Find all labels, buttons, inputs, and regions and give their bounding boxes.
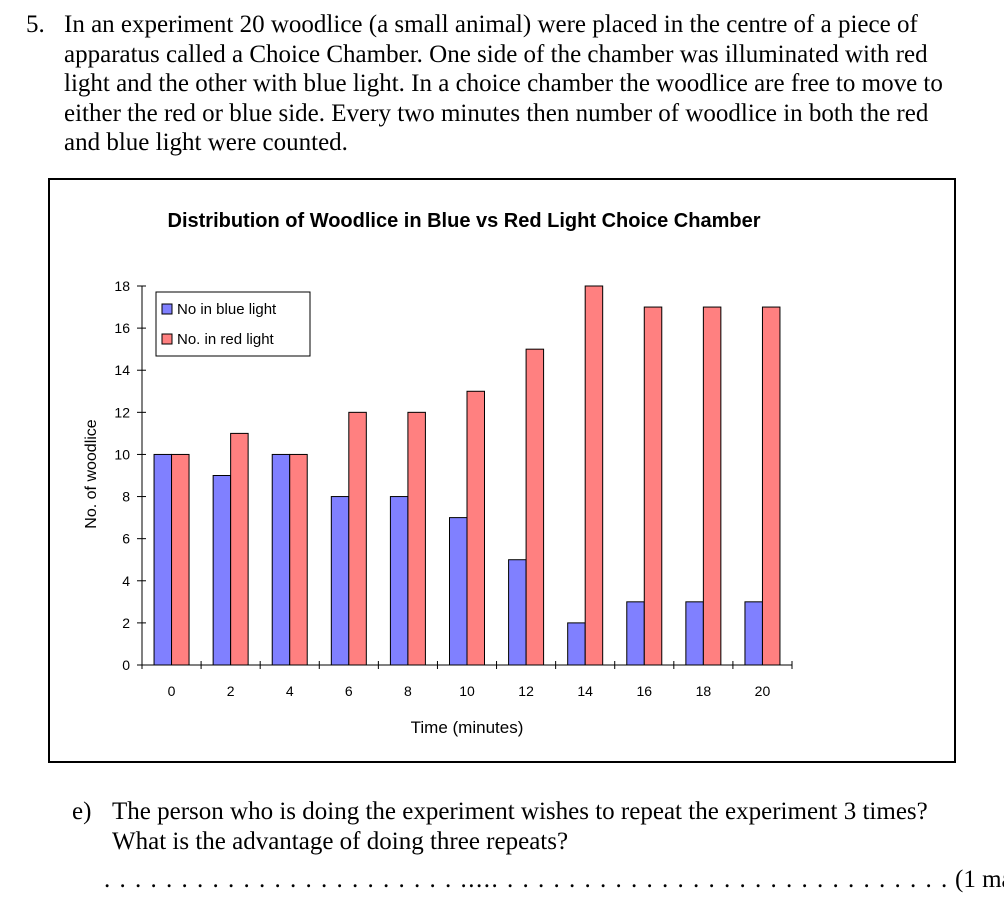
legend-swatch-blue [161, 303, 173, 315]
part-e-text: The person who is doing the experiment w… [112, 798, 928, 855]
bar-blue-light [508, 559, 527, 666]
chart-bars [153, 285, 781, 666]
chart-legend: No in blue light No. in red light [155, 291, 311, 357]
bar-blue-light [271, 453, 291, 666]
bar-red-light [702, 306, 722, 666]
question-number: 5. [26, 11, 45, 38]
bar-red-light [643, 306, 663, 666]
y-tick-label: 0 [122, 657, 130, 673]
y-tick-label: 4 [122, 573, 130, 589]
bar-red-light [584, 285, 604, 666]
answer-line[interactable]: . . . . . . . . . . . . . . . . . . . . … [104, 866, 1004, 894]
y-axis-label: No. of woodlice [83, 419, 100, 528]
mark-allocation: (1 mark) [955, 866, 1004, 893]
bar-blue-light [449, 517, 468, 666]
answer-dots: . . . . . . . . . . . . . . . . . . . . … [104, 866, 949, 893]
bar-red-light [230, 432, 249, 666]
x-tick-label: 14 [577, 683, 593, 699]
bar-blue-light [212, 475, 232, 666]
legend-label-blue: No in blue light [177, 301, 277, 318]
bar-blue-light [685, 601, 704, 666]
bar-blue-light [330, 496, 350, 666]
x-tick-label: 6 [345, 683, 353, 699]
question-text: In an experiment 20 woodlice (a small an… [64, 11, 943, 156]
x-tick-label: 12 [518, 683, 534, 699]
bar-blue-light [744, 601, 763, 666]
bar-red-light [348, 411, 367, 666]
y-tick-label: 2 [122, 615, 130, 631]
legend-box [155, 291, 311, 357]
x-axis-ticks: 0 2 4 6 8 10 12 14 16 18 20 [141, 661, 793, 699]
bar-red-light [525, 348, 545, 666]
bar-red-light [761, 306, 781, 666]
y-tick-label: 8 [122, 489, 130, 505]
x-tick-label: 2 [227, 683, 235, 699]
legend-swatch-red [161, 333, 173, 345]
x-tick-label: 8 [404, 683, 412, 699]
x-axis-label: Time (minutes) [411, 718, 524, 737]
bar-blue-light [153, 453, 173, 666]
x-tick-label: 16 [636, 683, 652, 699]
x-tick-label: 10 [459, 683, 475, 699]
x-tick-label: 4 [286, 683, 294, 699]
y-tick-label: 16 [114, 320, 130, 336]
bar-red-light [171, 453, 190, 666]
y-tick-label: 14 [114, 362, 130, 378]
y-tick-label: 18 [114, 278, 130, 294]
x-tick-label: 0 [168, 683, 176, 699]
bar-blue-light [389, 496, 409, 666]
bar-blue-light [567, 622, 586, 666]
bar-chart: Distribution of Woodlice in Blue vs Red … [83, 210, 793, 737]
x-tick-label: 20 [755, 683, 771, 699]
bar-red-light [289, 453, 308, 666]
chart-frame: Distribution of Woodlice in Blue vs Red … [48, 178, 956, 763]
legend-label-red: No. in red light [177, 331, 275, 348]
bar-blue-light [626, 601, 645, 666]
y-tick-label: 10 [114, 446, 130, 462]
part-e-label: e) [72, 798, 92, 825]
bar-red-light [407, 411, 426, 666]
y-axis-ticks: 0 2 4 6 8 10 12 14 16 18 [114, 278, 146, 673]
y-tick-label: 12 [114, 404, 130, 420]
bar-red-light [466, 390, 485, 666]
y-tick-label: 6 [122, 531, 130, 547]
chart-title: Distribution of Woodlice in Blue vs Red … [168, 210, 761, 232]
x-tick-label: 18 [696, 683, 712, 699]
